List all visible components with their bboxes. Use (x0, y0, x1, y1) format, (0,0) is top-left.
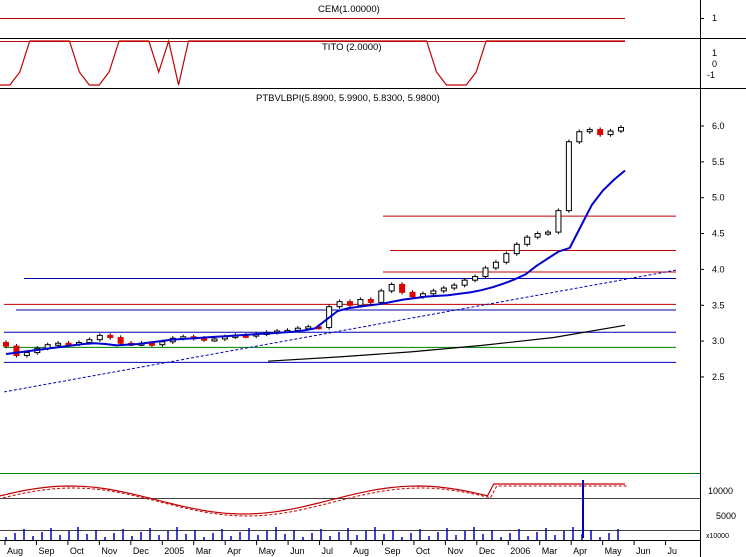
candle-body-45 (472, 276, 479, 281)
candle-body-0 (3, 342, 9, 347)
candle-body-33 (346, 301, 353, 306)
x-tick-label-6: Mar (196, 546, 212, 556)
candle-body-20 (211, 338, 218, 342)
tito-tick-minus-1: -1 (707, 70, 715, 80)
price-tick-label-0: 6.0 (712, 121, 725, 131)
volume-unit-label: x10000 (706, 533, 729, 540)
price-tick-label-3: 4.5 (712, 229, 725, 239)
candle-body-34 (357, 299, 364, 306)
x-tick-label-14: Nov (447, 546, 464, 556)
volume-tick-5000: 5000 (716, 511, 736, 521)
candle-body-52 (545, 231, 552, 235)
candle-body-10 (107, 334, 114, 339)
cem-panel: CEM(1.00000) 1 (0, 4, 717, 23)
x-axis: Aug Sep Oct Nov Dec 2005 Mar Apr May Jun Jul Aug Sep… (4, 540, 678, 556)
price-tick-label-2: 5.0 (712, 193, 725, 203)
candle-body-15 (159, 341, 166, 346)
candle-body-44 (461, 279, 468, 286)
candle-body-41 (430, 290, 437, 295)
x-tick-label-20: Jun (636, 546, 651, 556)
x-tick-label-5: 2005 (164, 546, 184, 556)
candle-body-59 (618, 126, 624, 132)
candle-body-43 (451, 284, 458, 289)
candle-body-55 (576, 131, 583, 143)
x-tick-label-7: Apr (227, 546, 241, 556)
candle-body-36 (378, 290, 385, 303)
price-tick-label-1: 5.5 (712, 157, 725, 167)
candle-body-56 (586, 129, 593, 133)
price-title: PTBVLBPI(5.8900, 5.9900, 5.8300, 5.9800) (256, 93, 440, 104)
oscillator-signal-line (2, 485, 628, 517)
x-tick-label-13: Oct (416, 546, 431, 556)
candle-body-58 (607, 130, 614, 136)
candle-body-53 (555, 210, 562, 233)
volume-tick-10000: 10000 (708, 486, 733, 496)
x-tick-label-10: Jul (322, 546, 334, 556)
x-tick-label-1: Sep (38, 546, 54, 556)
ma-line (5, 169, 626, 355)
candle-body-5 (55, 342, 62, 346)
candle-body-37 (388, 283, 395, 292)
long-ma-line (267, 324, 626, 362)
trend-line (3, 269, 677, 393)
candle-body-38 (399, 283, 406, 293)
candle-body-35 (367, 299, 374, 303)
candles (3, 125, 624, 358)
candle-body-48 (503, 253, 510, 263)
price-tick-label-6: 3.0 (712, 336, 725, 346)
price-tick-label-5: 3.5 (712, 300, 725, 310)
x-tick-label-18: Apr (573, 546, 587, 556)
cem-tick-label: 1 (712, 13, 717, 23)
x-tick-label-15: Dec (479, 546, 496, 556)
oscillator-panel (0, 473, 700, 538)
candle-body-2 (23, 352, 30, 356)
candle-body-8 (86, 339, 93, 344)
candle-body-47 (492, 261, 499, 269)
x-tick-label-0: Aug (7, 546, 23, 556)
x-tick-label-12: Sep (384, 546, 400, 556)
candle-body-9 (96, 334, 103, 341)
x-tick-label-11: Aug (353, 546, 369, 556)
x-tick-label-8: May (259, 546, 277, 556)
candle-body-49 (513, 243, 520, 255)
tito-tick-0: 0 (712, 59, 717, 69)
x-tick-label-2: Oct (70, 546, 85, 556)
price-tick-label-4: 4.0 (712, 264, 725, 274)
price-axis: 6.0 5.5 5.0 4.5 4.0 3.5 3.0 2.5 (700, 121, 725, 382)
candle-body-50 (524, 236, 531, 245)
tito-panel: TITO (2.0000) 1 0 -1 (0, 38, 717, 86)
candle-body-46 (482, 267, 489, 278)
oscillator-line (0, 483, 625, 515)
candle-body-42 (440, 287, 447, 292)
x-tick-label-17: Mar (542, 546, 558, 556)
candle-body-11 (117, 337, 124, 344)
candle-body-32 (336, 301, 343, 308)
tito-line (0, 38, 625, 86)
x-tick-label-4: Dec (133, 546, 150, 556)
price-tick-label-7: 2.5 (712, 372, 725, 382)
x-tick-label-9: Jun (290, 546, 305, 556)
tito-title: TITO (2.0000) (322, 42, 382, 53)
x-tick-label-19: May (605, 546, 623, 556)
x-tick-label-16: 2006 (510, 546, 530, 556)
x-tick-label-3: Nov (101, 546, 118, 556)
candle-body-57 (597, 129, 604, 136)
candle-body-51 (534, 233, 541, 238)
x-tick-label-21: Ju (668, 546, 678, 556)
volume-bars (5, 527, 619, 540)
cem-title: CEM(1.00000) (318, 4, 380, 15)
candle-body-1 (13, 345, 20, 356)
candle-body-14 (148, 342, 155, 346)
candle-body-54 (565, 141, 572, 212)
tito-tick-1: 1 (712, 48, 717, 58)
candle-body-39 (409, 291, 416, 298)
